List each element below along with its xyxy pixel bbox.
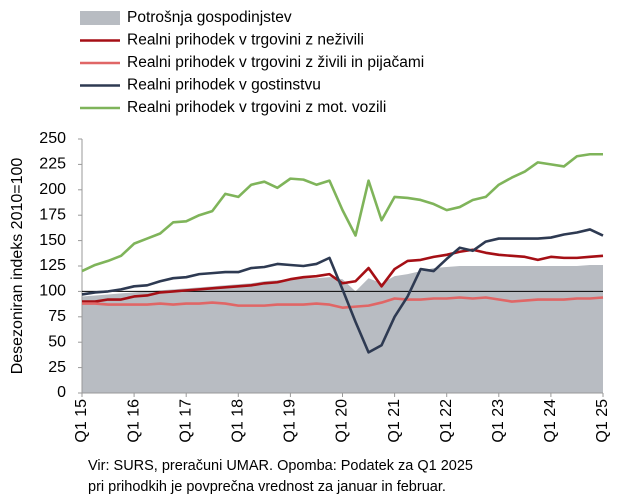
y-tick-label: 100 — [39, 283, 66, 300]
x-tick-label: Q1 19 — [282, 399, 299, 443]
legend-label: Realni prihodek v trgovini z neživili — [127, 32, 364, 49]
x-tick-label: Q1 23 — [490, 399, 507, 443]
x-tick-label: Q1 21 — [386, 399, 403, 443]
y-tick-label: 25 — [48, 359, 66, 376]
y-tick-label: 175 — [39, 206, 66, 223]
x-tick-label: Q1 16 — [125, 399, 142, 443]
line — [82, 248, 604, 303]
y-tick-label: 150 — [39, 232, 66, 249]
x-tick-label: Q1 18 — [230, 399, 247, 443]
x-tick-label: Q1 22 — [438, 399, 455, 443]
legend-label: Realni prihodek v trgovini z mot. vozili — [127, 99, 386, 116]
y-tick-label: 125 — [39, 257, 66, 274]
note: pri prihodkih je povprečna vrednost za j… — [88, 479, 446, 495]
x-tick-label: Q1 24 — [542, 399, 559, 443]
y-axis-label: Desezoniran indeks 2010=100 — [9, 158, 26, 375]
line — [81, 152, 603, 273]
x-tick-label: Q1 20 — [334, 399, 351, 443]
y-tick-label: 200 — [39, 181, 66, 198]
y-tick-label: 250 — [39, 130, 66, 147]
y-tick-label: 75 — [48, 308, 66, 325]
note: Vir: SURS, preračuni UMAR. Opomba: Podat… — [88, 458, 473, 474]
y-tick-label: 50 — [48, 333, 66, 350]
y-tick-label: 0 — [57, 384, 66, 401]
y-tick-label: 225 — [39, 156, 66, 173]
x-tick-label: Q1 25 — [594, 399, 611, 443]
x-tick-label: Q1 17 — [177, 399, 194, 443]
line — [81, 228, 604, 354]
legend-label: Realni prihodek v trgovini z živili in p… — [127, 54, 424, 71]
line — [82, 296, 604, 309]
area — [82, 264, 603, 393]
legend-label: Potrošnja gospodinjstev — [127, 9, 292, 26]
legend-swatch — [80, 11, 120, 25]
x-tick-label: Q1 15 — [73, 399, 90, 443]
legend-label: Realni prihodek v gostinstvu — [127, 77, 321, 94]
